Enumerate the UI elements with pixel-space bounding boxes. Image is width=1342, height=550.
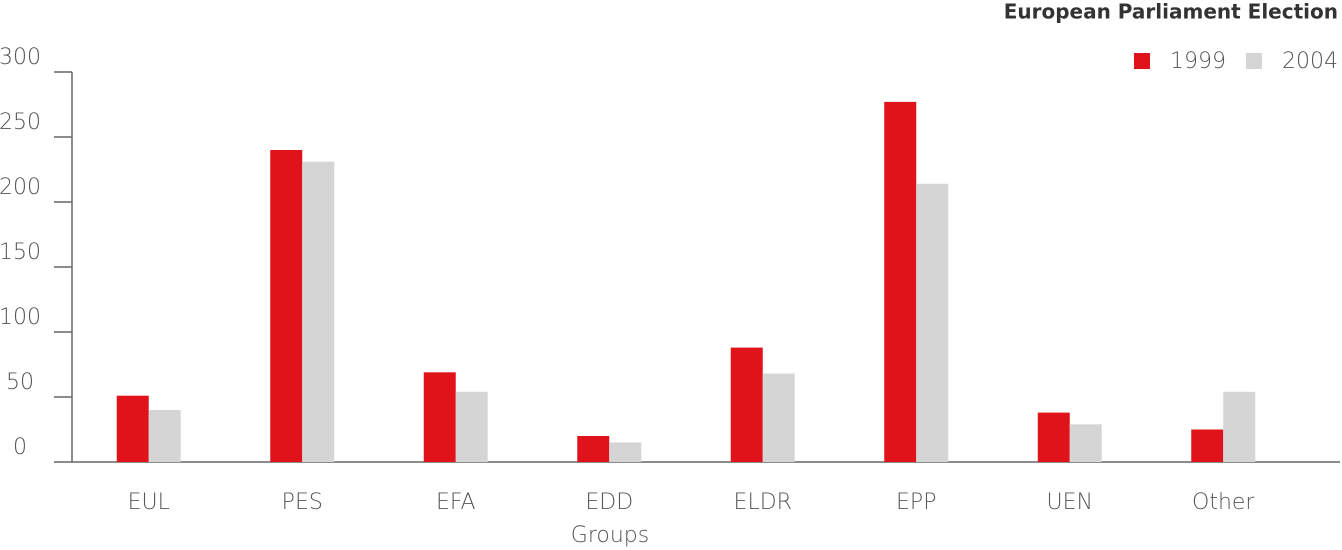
bar bbox=[730, 347, 763, 462]
y-tick-label: 250 bbox=[0, 110, 41, 135]
y-tick-label: 150 bbox=[0, 240, 41, 265]
bar bbox=[609, 442, 642, 462]
x-tick-label: Other bbox=[1192, 490, 1255, 515]
bar bbox=[302, 161, 335, 462]
x-tick-label: UEN bbox=[1047, 490, 1093, 515]
legend-swatch bbox=[1246, 53, 1262, 69]
bar bbox=[423, 372, 456, 462]
legend-label: 2004 bbox=[1282, 49, 1338, 74]
bar bbox=[1069, 424, 1102, 462]
bar bbox=[1223, 391, 1256, 462]
bar bbox=[1191, 429, 1224, 462]
chart-title: European Parliament Election bbox=[1004, 0, 1338, 24]
x-tick-label: EUL bbox=[128, 490, 170, 515]
bar bbox=[916, 183, 949, 463]
bar bbox=[762, 373, 795, 462]
x-tick-label: PES bbox=[282, 490, 323, 515]
x-tick-label: EDD bbox=[585, 490, 633, 515]
bar bbox=[577, 436, 610, 462]
y-tick-label: 0 bbox=[13, 435, 27, 460]
bar bbox=[455, 391, 488, 462]
bar bbox=[148, 410, 181, 462]
x-tick-label: ELDR bbox=[734, 490, 792, 515]
x-tick-label: EPP bbox=[896, 490, 936, 515]
y-tick-label: 300 bbox=[0, 45, 41, 70]
bar bbox=[1037, 412, 1070, 462]
y-tick-label: 100 bbox=[0, 305, 41, 330]
legend-swatch bbox=[1134, 53, 1150, 69]
bar bbox=[116, 395, 149, 462]
x-tick-label: EFA bbox=[436, 490, 476, 515]
bar bbox=[270, 150, 303, 462]
x-axis-label: Groups bbox=[571, 523, 649, 548]
y-tick-label: 50 bbox=[6, 370, 34, 395]
y-tick-label: 200 bbox=[0, 175, 41, 200]
bar bbox=[884, 101, 917, 463]
legend-label: 1999 bbox=[1170, 49, 1226, 74]
